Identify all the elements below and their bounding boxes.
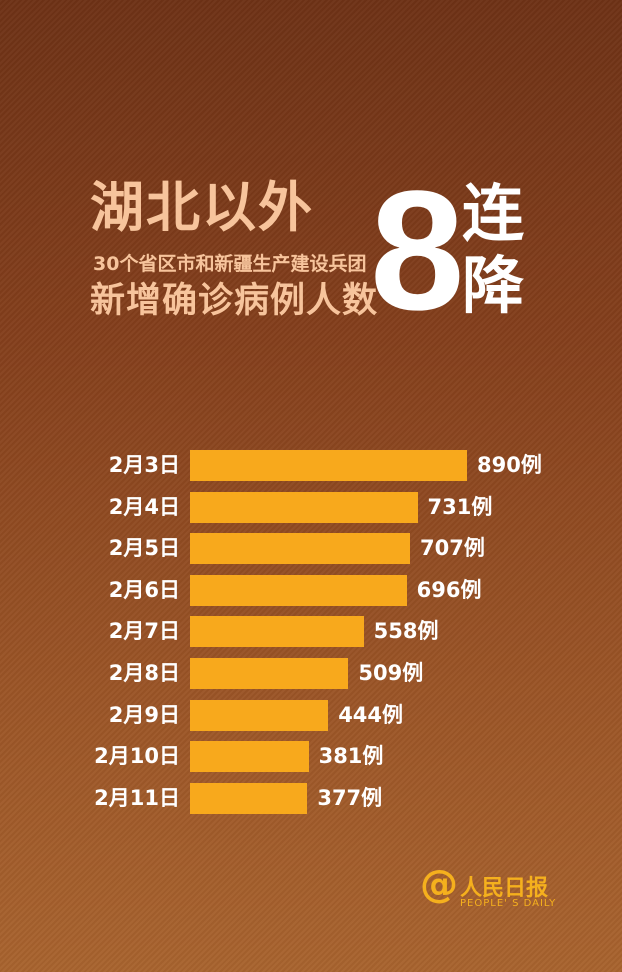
category-label: 2月9日 (108, 702, 180, 727)
logo-name-en: PEOPLE' S DAILY (460, 898, 557, 909)
category-label: 2月6日 (108, 577, 180, 602)
title-line1: 湖北以外 (90, 176, 314, 239)
title-line2: 30个省区市和新疆生产建设兵团 (93, 253, 367, 275)
value-label: 509例 (358, 661, 424, 685)
logo-name-cn: 人民日报 (460, 876, 549, 901)
bar (190, 616, 364, 648)
big-number: 8 (370, 156, 465, 346)
bar (190, 574, 407, 606)
title-suffix: 连降 (462, 177, 525, 322)
bar (190, 782, 308, 814)
value-label: 444例 (338, 702, 404, 727)
value-label: 707例 (420, 536, 485, 561)
value-label: 731例 (427, 494, 493, 519)
category-label: 2月5日 (108, 536, 180, 561)
value-label: 890例 (477, 453, 542, 477)
category-label: 2月11日 (94, 785, 180, 810)
bar (190, 699, 329, 731)
bar (190, 491, 418, 523)
bar (190, 533, 411, 565)
value-label: 377例 (317, 785, 383, 810)
category-label: 2月7日 (108, 619, 180, 644)
value-label: 381例 (318, 744, 384, 769)
at-icon: @ (420, 862, 458, 906)
category-label: 2月8日 (108, 661, 180, 685)
value-label: 558例 (373, 619, 439, 644)
category-label: 2月3日 (108, 453, 180, 477)
bar (190, 658, 349, 689)
bar (190, 450, 467, 481)
value-label: 696例 (416, 577, 482, 602)
category-label: 2月10日 (94, 744, 180, 769)
bar (190, 741, 309, 773)
category-label: 2月4日 (108, 494, 180, 519)
title-line3: 新增确诊病例人数 (90, 281, 379, 321)
